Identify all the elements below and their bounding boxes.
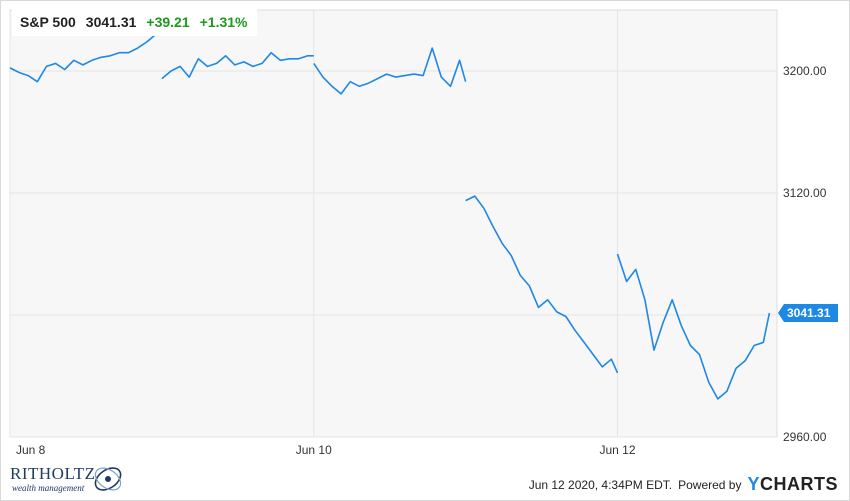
series-line-segment: [313, 47, 467, 95]
series-line-segment: [616, 253, 771, 400]
logo-tagline: wealth management: [12, 483, 85, 493]
ycharts-logo-y: Y: [747, 474, 760, 494]
last-value-flag: [778, 304, 838, 323]
x-tick-label: Jun 8: [16, 443, 46, 457]
y-tick-label: 3120.00: [783, 186, 827, 200]
y-tick-label: 2960.00: [783, 430, 827, 444]
chart-footer: Jun 12 2020, 4:34PM EDT. Powered by YCHA…: [529, 474, 838, 495]
powered-by-label: Powered by: [678, 477, 742, 492]
ritholtz-logo[interactable]: RITHOLTZ wealth management: [10, 462, 130, 496]
symbol-name: S&P 500: [20, 14, 76, 30]
last-price: 3041.31: [85, 14, 137, 30]
quote-header: S&P 500 3041.31 +39.21 +1.31%: [12, 8, 258, 36]
x-tick-label: Jun 12: [600, 443, 636, 457]
ycharts-logo[interactable]: YCHARTS: [747, 474, 838, 495]
y-tick-label: 3200.00: [783, 64, 827, 78]
x-tick-label: Jun 10: [296, 443, 332, 457]
timestamp: Jun 12 2020, 4:34PM EDT.: [528, 477, 673, 492]
plot-area: [9, 9, 778, 438]
ycharts-logo-text: CHARTS: [760, 474, 838, 494]
series-line-segment: [465, 195, 619, 374]
series-line-segment: [9, 24, 163, 83]
price-change-percent: +1.31%: [199, 14, 248, 30]
series-line-segment: [161, 51, 314, 80]
logo-name: RITHOLTZ: [10, 464, 96, 483]
price-change: +39.21: [146, 14, 190, 30]
last-value-label: 3041.31: [787, 306, 831, 320]
logo-swirl-icon: [94, 467, 122, 491]
